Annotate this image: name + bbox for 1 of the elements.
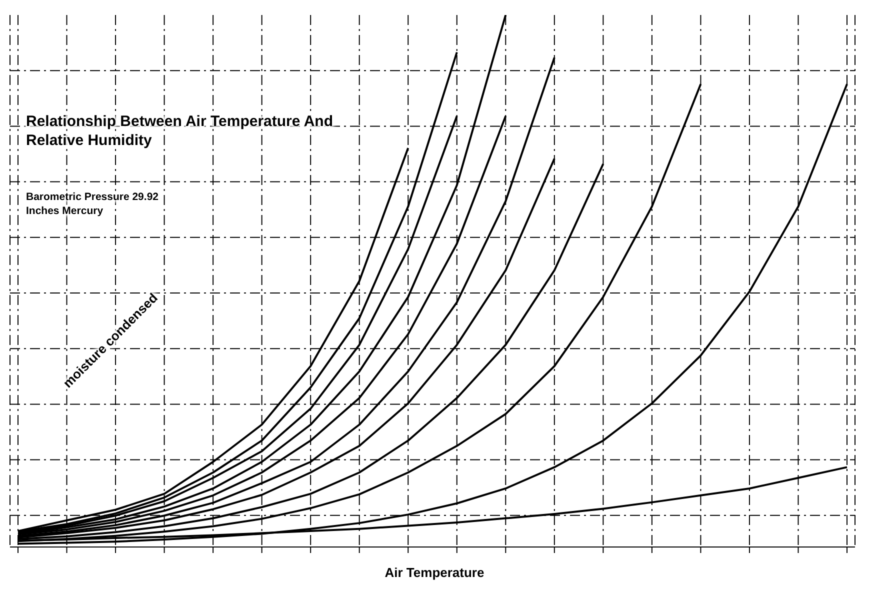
x-axis-title: Air Temperature	[384, 565, 486, 580]
